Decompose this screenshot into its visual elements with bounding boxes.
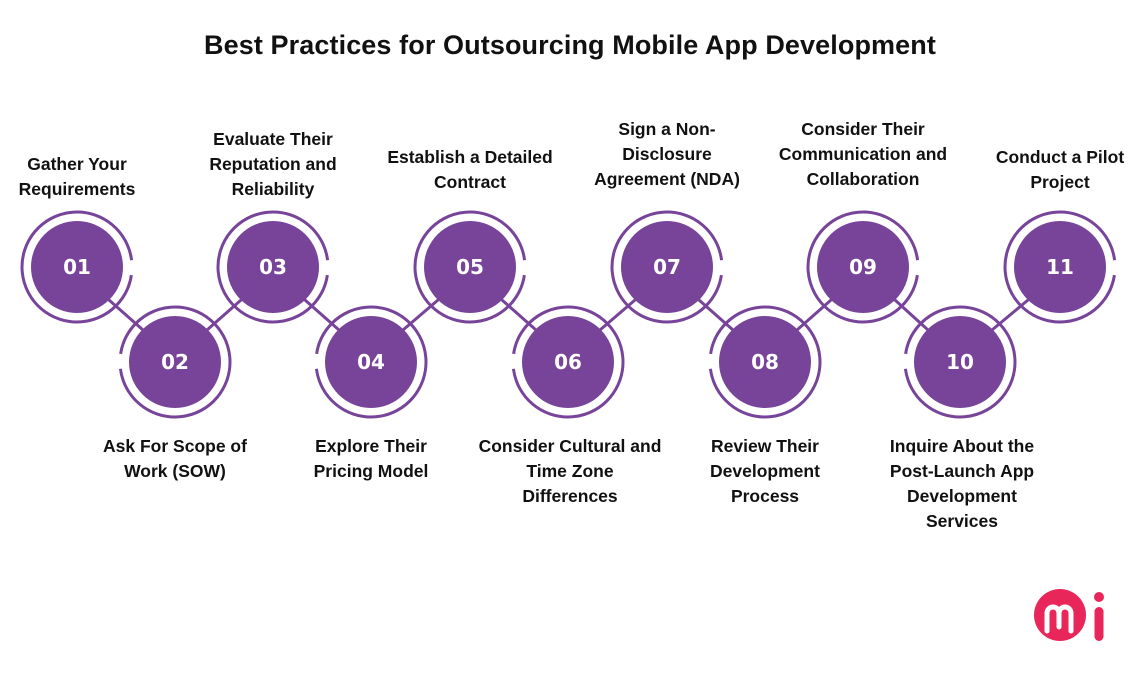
step-label-09: Consider Their Communication and Collabo… bbox=[778, 119, 948, 189]
step-label-04: Explore Their Pricing Model bbox=[313, 436, 429, 481]
step-label-07: Sign a Non-Disclosure Agreement (NDA) bbox=[594, 119, 740, 189]
step-node-09: 09 bbox=[806, 210, 920, 324]
step-node-01: 01 bbox=[20, 210, 134, 324]
step-label-08: Review Their Development Process bbox=[710, 436, 820, 506]
step-label-03: Evaluate Their Reputation and Reliabilit… bbox=[209, 129, 337, 199]
step-label-10: Inquire About the Post-Launch App Develo… bbox=[889, 436, 1035, 531]
step-label-06: Consider Cultural and Time Zone Differen… bbox=[478, 436, 662, 506]
step-node-04: 04 bbox=[314, 305, 428, 419]
step-node-07: 07 bbox=[610, 210, 724, 324]
step-node-08: 08 bbox=[708, 305, 822, 419]
step-number-09: 09 bbox=[849, 255, 877, 279]
step-node-05: 05 bbox=[413, 210, 527, 324]
step-label-11: Conduct a Pilot Project bbox=[995, 147, 1125, 192]
step-number-01: 01 bbox=[63, 255, 91, 279]
step-number-06: 06 bbox=[554, 350, 582, 374]
step-label-02: Ask For Scope of Work (SOW) bbox=[103, 436, 247, 481]
step-number-03: 03 bbox=[259, 255, 287, 279]
step-number-08: 08 bbox=[751, 350, 779, 374]
step-node-03: 03 bbox=[216, 210, 330, 324]
page-title: Best Practices for Outsourcing Mobile Ap… bbox=[204, 30, 936, 60]
step-node-06: 06 bbox=[511, 305, 625, 419]
mi-logo-icon bbox=[1034, 589, 1104, 641]
step-node-10: 10 bbox=[903, 305, 1017, 419]
step-node-02: 02 bbox=[118, 305, 232, 419]
step-node-11: 11 bbox=[1003, 210, 1117, 324]
step-number-11: 11 bbox=[1046, 255, 1074, 279]
step-label-01: Gather Your Requirements bbox=[18, 154, 136, 199]
step-number-04: 04 bbox=[357, 350, 385, 374]
step-label-05: Establish a Detailed Contract bbox=[387, 147, 553, 192]
step-number-07: 07 bbox=[653, 255, 681, 279]
step-number-10: 10 bbox=[946, 350, 974, 374]
step-number-02: 02 bbox=[161, 350, 189, 374]
step-number-05: 05 bbox=[456, 255, 484, 279]
